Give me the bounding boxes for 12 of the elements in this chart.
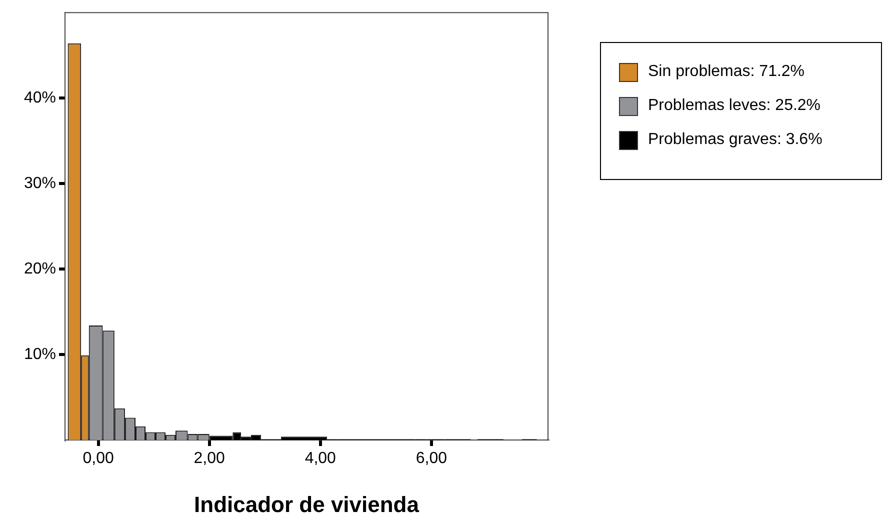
legend-label: Problemas leves: 25.2% (648, 97, 821, 115)
legend-label: Problemas graves: 3.6% (648, 131, 822, 149)
x-tick-label: 6,00 (416, 450, 448, 468)
y-tick-label: 40% (24, 89, 56, 106)
x-axis-title: Indicador de vivienda (194, 492, 420, 517)
x-tick-label: 4,00 (304, 450, 336, 468)
y-tick-label: 10% (24, 346, 56, 363)
legend-label: Sin problemas: 71.2% (648, 63, 805, 81)
y-tick-label: 30% (24, 174, 56, 192)
x-tick-label: 2,00 (194, 450, 226, 468)
y-tick-label: 20% (24, 260, 56, 278)
x-tick-label: 0,00 (82, 450, 114, 468)
